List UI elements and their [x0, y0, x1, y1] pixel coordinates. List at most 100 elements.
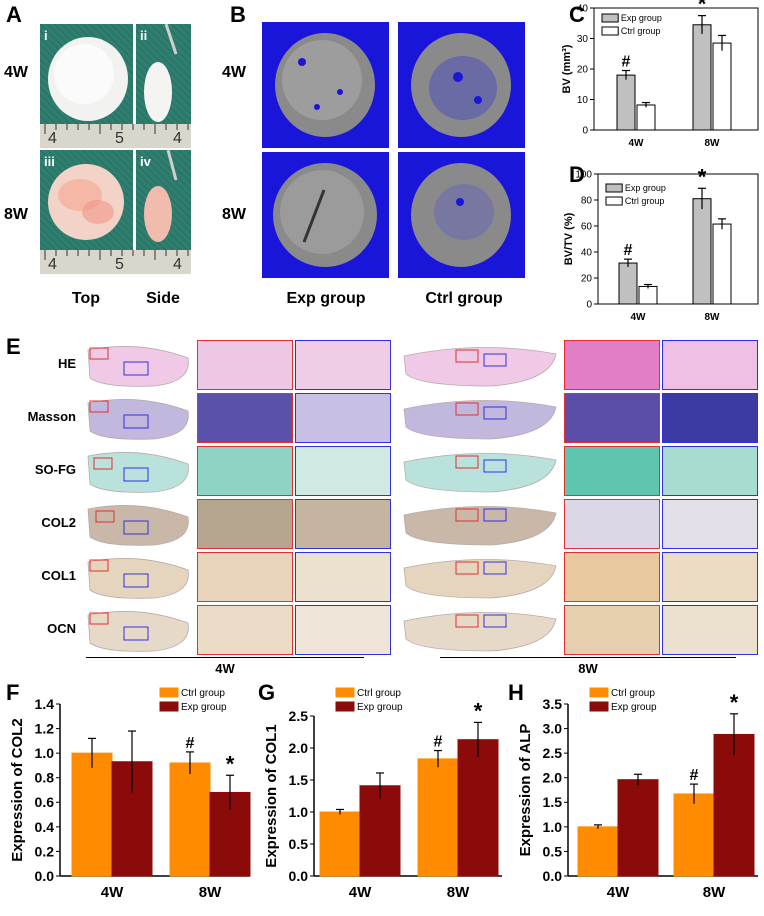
- f-y-tick-label: 0.8: [35, 770, 55, 786]
- zoom-red-8w-he: [564, 340, 660, 390]
- f-x-tick-label: 8W: [199, 884, 222, 901]
- h-legend-label: Exp group: [611, 702, 657, 713]
- panel-label-e: E: [6, 334, 21, 359]
- sub-label-iv: iv: [140, 154, 151, 169]
- f-x-tick-label: 4W: [101, 884, 124, 901]
- zoom-red-8w-ocn: [564, 605, 660, 655]
- overview-8w-he: [403, 347, 557, 387]
- ruler-mark-4-8w: 4: [48, 256, 57, 273]
- d-y-tick-label: 0: [586, 300, 592, 311]
- chart-d: 0 20 40 60 80 100 4W #8W * BV/TV (%) Exp group Ctrl…: [563, 164, 759, 323]
- d-y-axis-label: BV/TV (%): [563, 212, 575, 265]
- d-legend-label: Exp group: [625, 183, 666, 193]
- b-col-label-exp: Exp group: [286, 290, 366, 307]
- h-bar: [617, 779, 659, 877]
- stain-label-he: HE: [57, 356, 76, 371]
- zoom-red-8w-so-fg: [564, 446, 660, 496]
- sub-label-i: i: [44, 28, 48, 43]
- b-col-label-ctrl: Ctrl group: [425, 290, 503, 307]
- d-x-tick-label: 4W: [631, 312, 647, 323]
- d-legend-swatch: [605, 196, 623, 206]
- ruler-mark-4: 4: [48, 130, 57, 147]
- zoom-blue-4w-col2: [295, 499, 391, 549]
- overview-4w-col1: [87, 558, 189, 599]
- f-significance-mark: *: [226, 751, 235, 776]
- g-bar: [319, 811, 361, 877]
- zoom-blue-4w-he: [295, 340, 391, 390]
- h-legend-swatch: [589, 701, 609, 712]
- panel-label-f: F: [6, 680, 20, 705]
- f-y-tick-label: 0.4: [35, 819, 55, 835]
- f-y-tick-label: 0.2: [35, 843, 55, 859]
- c-bar: [616, 74, 636, 131]
- scaffold-4w-top-image: [48, 37, 128, 121]
- ruler-mark-4b: 4: [173, 130, 182, 147]
- g-y-axis-label: Expression of COL1: [263, 724, 280, 867]
- c-bar: [692, 24, 712, 131]
- overview-4w-masson: [87, 399, 189, 440]
- g-significance-mark: #: [434, 734, 443, 751]
- overview-8w-col1: [403, 559, 557, 599]
- zoom-blue-8w-ocn: [662, 605, 758, 655]
- h-bar: [577, 826, 619, 877]
- a-col-label-top: Top: [71, 290, 101, 307]
- ct-ctrl-4w: [398, 22, 525, 148]
- scaffold-4w-side-image: [144, 24, 178, 122]
- g-bar: [359, 785, 401, 877]
- f-bar: [169, 762, 211, 877]
- d-plot-frame: [597, 173, 759, 305]
- photo-8w-top: iii: [40, 150, 133, 250]
- c-significance-mark: *: [698, 0, 707, 17]
- g-x-tick-label: 8W: [447, 884, 470, 901]
- h-y-axis-label: Expression of ALP: [517, 724, 534, 857]
- f-legend-label: Exp group: [181, 702, 227, 713]
- zoom-blue-4w-masson: [295, 393, 391, 443]
- d-significance-mark: #: [624, 242, 633, 259]
- g-y-tick-label: 0.0: [289, 868, 309, 884]
- d-y-tick-label: 60: [581, 222, 593, 233]
- panel-label-h: H: [508, 680, 524, 705]
- zoom-red-4w-he: [197, 340, 293, 390]
- h-y-tick-label: 2.5: [543, 745, 563, 761]
- a-row-label-4w: 4W: [4, 64, 28, 81]
- g-bar: [417, 758, 459, 877]
- c-y-tick-label: 0: [582, 126, 588, 137]
- f-bar: [209, 791, 251, 877]
- g-legend-swatch: [335, 701, 355, 712]
- zoom-red-4w-so-fg: [197, 446, 293, 496]
- h-x-tick-label: 4W: [607, 884, 630, 901]
- c-significance-mark: #: [622, 54, 631, 71]
- zoom-red-8w-col1: [564, 552, 660, 602]
- e-timepoint-8w: 8W: [578, 661, 598, 676]
- g-y-tick-label: 2.0: [289, 740, 309, 756]
- zoom-blue-8w-masson: [662, 393, 758, 443]
- e-4w-bracket: [86, 657, 364, 658]
- ruler-4w: 4 5 4: [40, 124, 191, 148]
- b-row-label-8w: 8W: [222, 206, 246, 223]
- e-timepoint-4w: 4W: [215, 661, 235, 676]
- f-legend-swatch: [159, 701, 179, 712]
- h-y-tick-label: 3.0: [543, 720, 563, 736]
- c-x-tick-label: 8W: [705, 138, 721, 149]
- c-y-tick-label: 10: [577, 95, 589, 106]
- zoom-blue-4w-col1: [295, 552, 391, 602]
- c-y-tick-label: 30: [577, 34, 589, 45]
- zoom-blue-8w-col2: [662, 499, 758, 549]
- c-bar: [712, 42, 732, 131]
- zoom-blue-4w-ocn: [295, 605, 391, 655]
- zoom-blue-8w-col1: [662, 552, 758, 602]
- overview-8w-masson: [403, 400, 557, 440]
- h-legend-label: Ctrl group: [611, 688, 655, 699]
- f-y-axis-label: Expression of COL2: [9, 718, 26, 861]
- zoom-red-4w-ocn: [197, 605, 293, 655]
- ruler-mark-4b-8w: 4: [173, 256, 182, 273]
- d-legend-swatch: [605, 183, 623, 193]
- g-legend-swatch: [335, 687, 355, 698]
- zoom-red-4w-masson: [197, 393, 293, 443]
- overview-8w-col2: [403, 506, 557, 546]
- zoom-red-4w-col2: [197, 499, 293, 549]
- h-significance-mark: #: [690, 767, 699, 784]
- g-y-tick-label: 1.5: [289, 772, 309, 788]
- d-y-tick-label: 80: [581, 196, 593, 207]
- f-legend-swatch: [159, 687, 179, 698]
